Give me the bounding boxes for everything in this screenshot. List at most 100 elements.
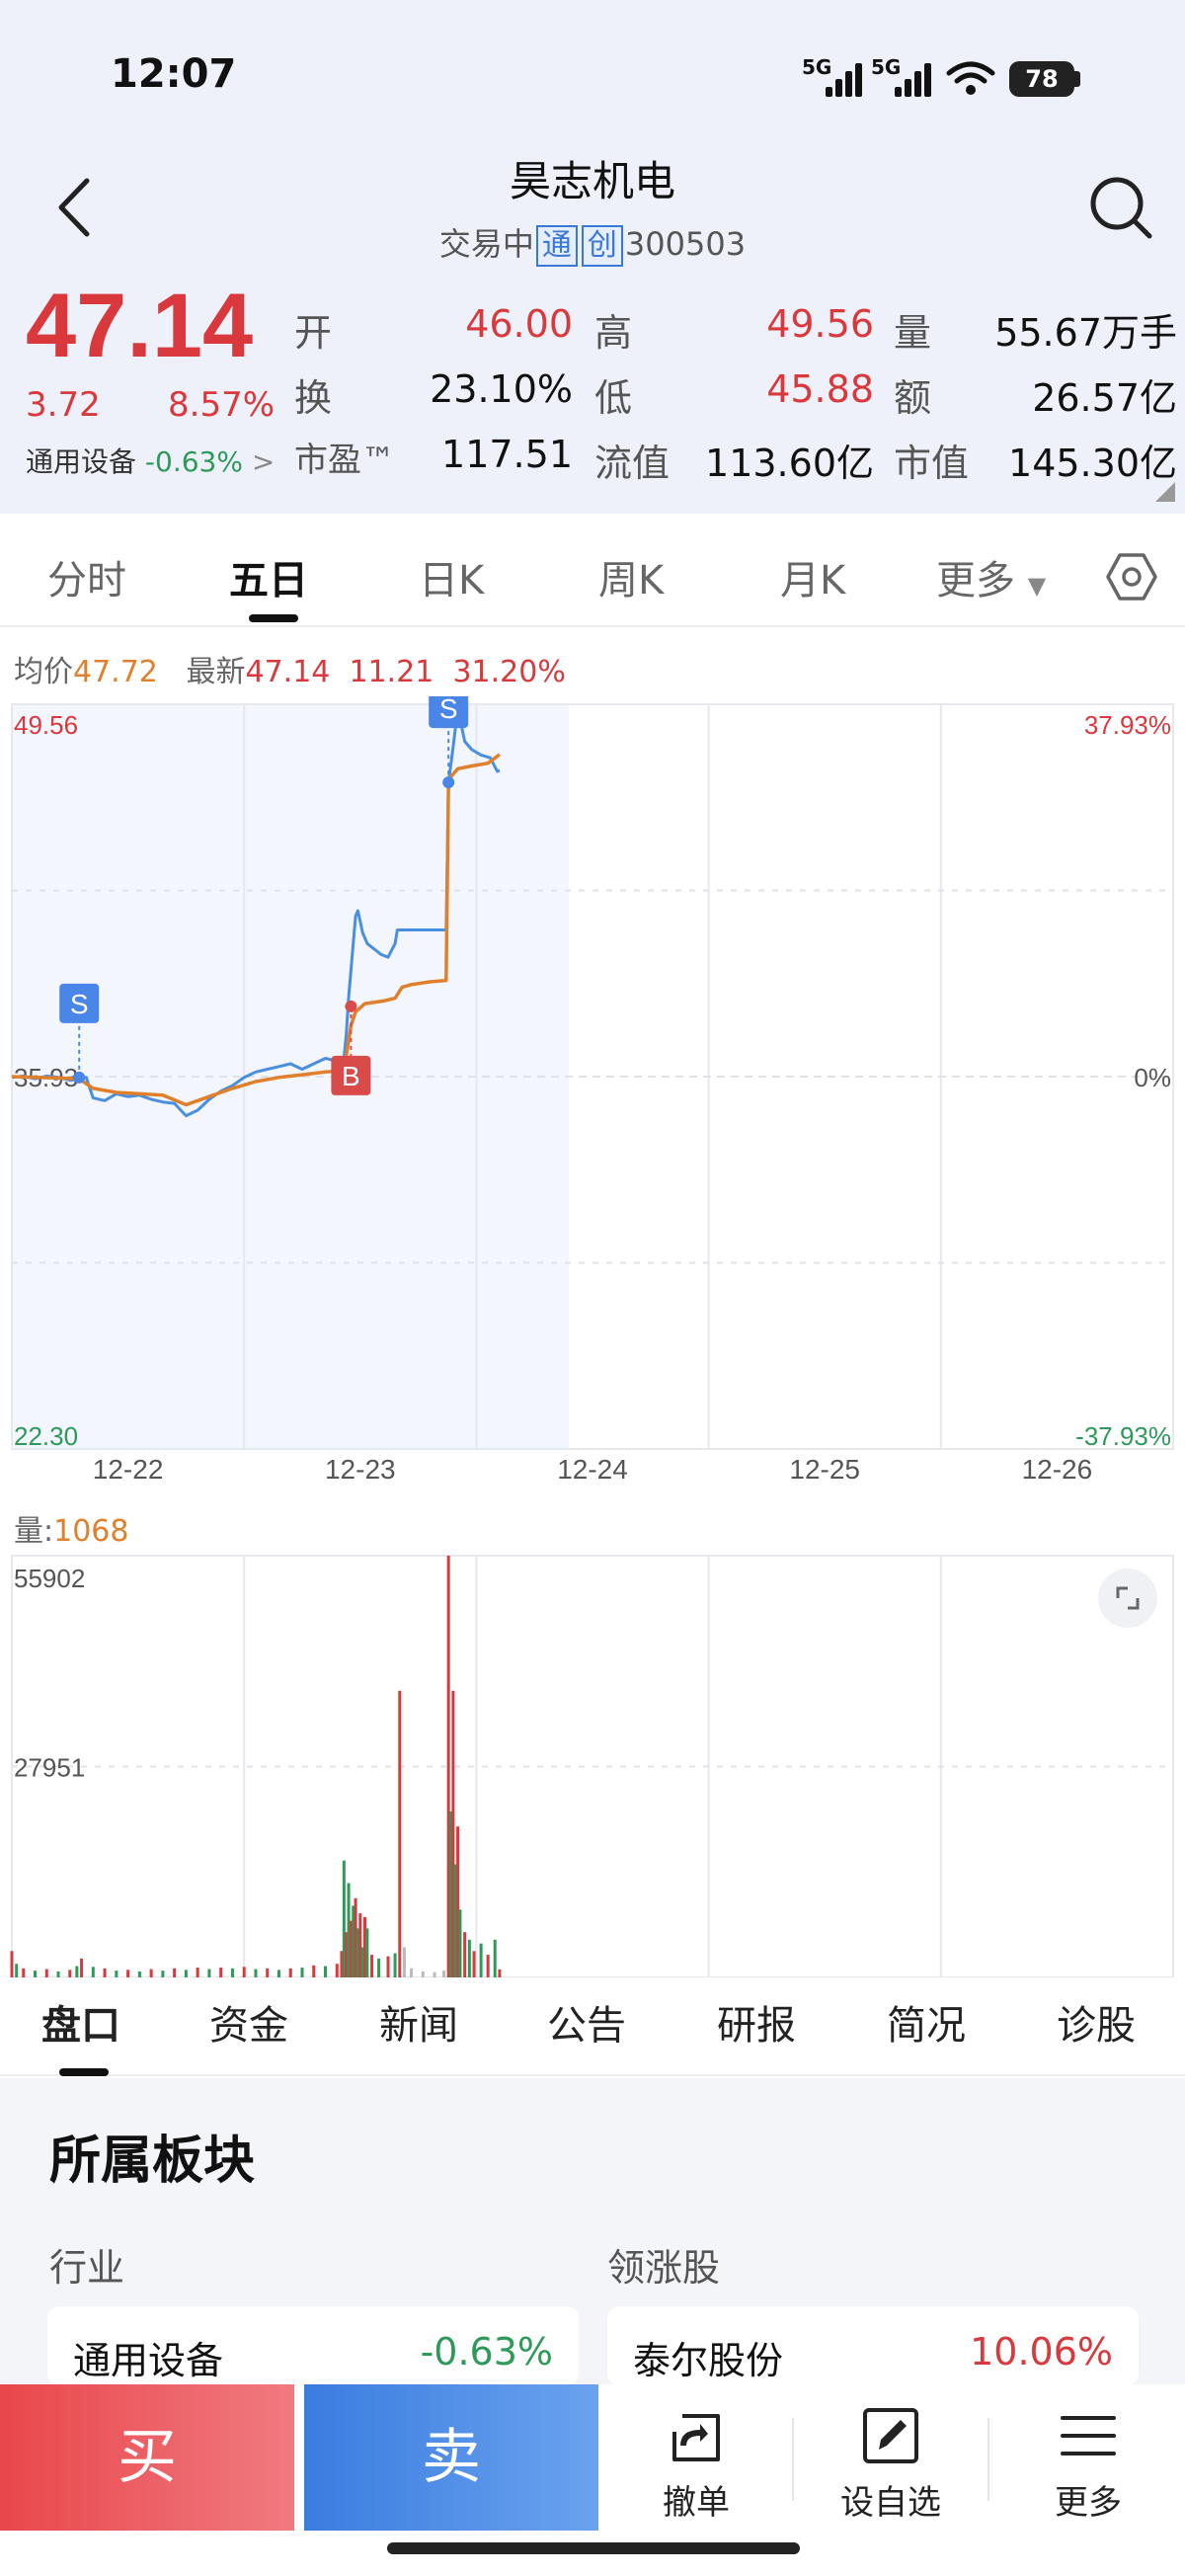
cancel-order-button[interactable]: 撤单: [617, 2400, 775, 2523]
section-title: 所属板块: [49, 2132, 256, 2191]
menu-icon: [1061, 2416, 1116, 2455]
volume-bar: [354, 1897, 357, 1977]
volume-bar: [449, 1811, 453, 1977]
leader-label: 领涨股: [607, 2246, 721, 2290]
tab-order-book[interactable]: 盘口: [41, 2003, 120, 2049]
volume-bar: [196, 1968, 199, 1977]
volume-bar: [335, 1964, 339, 1977]
corner-triangle-icon: [1155, 482, 1175, 502]
volume-bar: [266, 1968, 270, 1977]
tab-monthly-k[interactable]: 月K: [780, 558, 846, 604]
sell-marker: [429, 696, 469, 729]
industry-label: 行业: [49, 2246, 125, 2290]
more-button[interactable]: 更多: [1009, 2400, 1167, 2523]
volume-bar: [441, 1971, 445, 1977]
volume-bar: [91, 1967, 95, 1977]
sell-button[interactable]: 卖: [304, 2384, 598, 2531]
tab-more[interactable]: 更多 ▼: [936, 548, 1046, 605]
tab-announcements[interactable]: 公告: [547, 2003, 626, 2049]
volume-bar: [161, 1971, 165, 1977]
volume-bar: [433, 1972, 436, 1977]
stock-code: 300503: [624, 225, 747, 263]
quote-value: 117.51: [441, 433, 573, 476]
volume-bar: [463, 1932, 467, 1977]
quote-label: 换: [294, 376, 333, 420]
quote-label: 低: [594, 376, 633, 420]
tab-five-day[interactable]: 五日: [229, 558, 308, 604]
settings-icon[interactable]: [1106, 551, 1157, 603]
marker-label: S: [70, 989, 89, 1019]
tab-daily-k[interactable]: 日K: [419, 558, 485, 604]
tab-more-label: 更多: [936, 558, 1015, 604]
volume-bar: [312, 1965, 316, 1977]
y-tick-label-right: 37.93%: [1084, 710, 1171, 740]
back-button[interactable]: [49, 173, 99, 242]
x-tick-label: 12-24: [557, 1454, 628, 1485]
y-tick-label-right: -37.93%: [1075, 1421, 1171, 1451]
volume-bar: [254, 1969, 258, 1977]
marker-dot: [345, 1000, 357, 1012]
volume-bar: [288, 1968, 292, 1977]
tab-weekly-k[interactable]: 周K: [598, 558, 665, 604]
volume-bar: [402, 1947, 406, 1977]
tab-research[interactable]: 研报: [717, 2003, 796, 2049]
sector-link[interactable]: 通用设备 -0.63% >: [26, 441, 275, 480]
more-label: 更多: [1055, 2483, 1122, 2523]
tab-news[interactable]: 新闻: [379, 2003, 458, 2049]
tag-chuang: 创: [581, 225, 623, 267]
tab-diagnosis[interactable]: 诊股: [1057, 2003, 1136, 2049]
avg-label: 均价: [14, 655, 73, 689]
tab-underline: [59, 2068, 109, 2076]
volume-bar: [149, 1969, 153, 1977]
volume-bar: [498, 1969, 502, 1977]
add-watchlist-label: 设自选: [840, 2483, 941, 2523]
network-label-2: 5G: [871, 55, 902, 79]
price-change: 3.72: [26, 385, 101, 425]
quote-value: 45.88: [766, 367, 874, 411]
volume-bar: [56, 1971, 60, 1977]
industry-card[interactable]: 通用设备 -0.63%: [47, 2306, 579, 2385]
cancel-order-label: 撤单: [663, 2483, 730, 2523]
tab-profile[interactable]: 简况: [887, 2003, 966, 2049]
tab-funds[interactable]: 资金: [209, 2003, 288, 2049]
sector-pct: -0.63%: [144, 445, 243, 478]
quote-value: 23.10%: [430, 367, 573, 411]
latest-label: 最新: [186, 655, 246, 689]
divider: [792, 2418, 794, 2501]
volume-bar: [173, 1968, 177, 1977]
volume-bar: [410, 1968, 414, 1977]
chevron-left-icon: [58, 178, 90, 237]
volume-bar: [230, 1968, 234, 1977]
volume-bar: [137, 1971, 141, 1977]
volume-bar: [15, 1964, 19, 1977]
stock-name: 昊志机电: [509, 157, 675, 205]
add-watchlist-button[interactable]: 设自选: [812, 2400, 970, 2523]
sell-marker: [59, 983, 100, 1023]
price-legend: 均价47.72 最新47.14 11.21 31.20%: [14, 647, 566, 690]
buy-button[interactable]: 买: [0, 2384, 294, 2531]
volume-bar: [377, 1958, 381, 1977]
quote-value: 145.30亿: [1008, 442, 1177, 485]
volume-bar: [363, 1916, 367, 1977]
volume-bar: [324, 1966, 328, 1977]
volume-bar: [456, 1826, 460, 1977]
latest-change: 11.21: [349, 655, 434, 689]
leader-pct: 10.06%: [970, 2330, 1113, 2374]
quote-label: 额: [894, 376, 932, 420]
volume-chart[interactable]: 55902 27951: [0, 1546, 1185, 1980]
volume-bar: [207, 1969, 211, 1977]
tab-intraday[interactable]: 分时: [47, 558, 126, 604]
quote-value: 49.56: [766, 302, 874, 346]
volume-bar: [242, 1967, 246, 1977]
avg-value: 47.72: [73, 655, 158, 689]
volume-bar: [115, 1971, 118, 1977]
chart-tab-bar: [0, 528, 1185, 627]
volume-title: 量: [14, 1514, 43, 1549]
battery-tip: [1074, 71, 1080, 87]
search-button[interactable]: [1086, 173, 1155, 242]
leader-card[interactable]: 泰尔股份 10.06%: [607, 2306, 1139, 2385]
expand-button[interactable]: [1098, 1569, 1157, 1628]
undo-icon: [672, 2414, 720, 2461]
volume-bar: [10, 1951, 14, 1977]
